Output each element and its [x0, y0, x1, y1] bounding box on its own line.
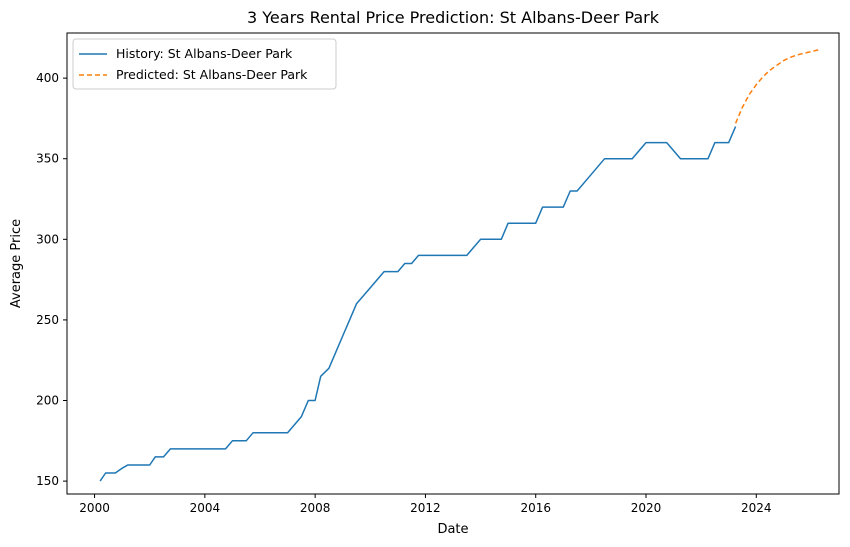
x-tick-label: 2008: [300, 501, 331, 515]
x-tick-label: 2000: [79, 501, 110, 515]
y-tick-label: 400: [36, 71, 59, 85]
x-tick-label: 2016: [520, 501, 551, 515]
predicted-series-line: [734, 49, 819, 124]
axes-frame: [66, 32, 840, 495]
x-tick-label: 2020: [631, 501, 662, 515]
y-tick-label: 250: [36, 313, 59, 327]
series-layer: [99, 49, 819, 482]
legend-label-history: History: St Albans-Deer Park: [116, 46, 293, 61]
chart-title: 3 Years Rental Price Prediction: St Alba…: [247, 8, 660, 27]
legend: History: St Albans-Deer Park Predicted: …: [72, 38, 337, 90]
y-tick-label: 200: [36, 394, 59, 408]
x-axis-ticks: 2000 2004 2008 2012 2016 2020 2024: [79, 494, 772, 515]
legend-box: [72, 38, 337, 90]
y-tick-label: 350: [36, 152, 59, 166]
x-tick-label: 2012: [410, 501, 441, 515]
y-tick-label: 150: [36, 474, 59, 488]
legend-label-predicted: Predicted: St Albans-Deer Park: [116, 67, 308, 82]
plot-area: [67, 33, 839, 494]
x-tick-label: 2004: [190, 501, 221, 515]
y-axis-ticks: 150 200 250 300 350 400: [36, 71, 67, 488]
x-tick-label: 2024: [741, 501, 772, 515]
history-series-line: [99, 126, 737, 482]
x-axis-label: Date: [437, 522, 468, 537]
y-axis-label: Average Price: [9, 219, 24, 308]
y-tick-label: 300: [36, 232, 59, 246]
